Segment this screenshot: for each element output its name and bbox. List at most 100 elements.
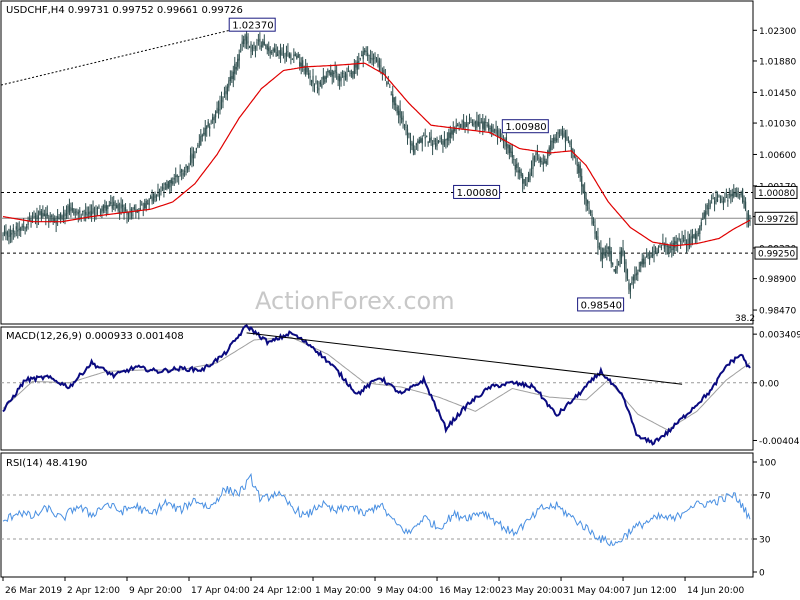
candle-body [117, 203, 119, 211]
candle-body [582, 185, 584, 193]
candle-body [728, 193, 730, 195]
candle-body [613, 269, 615, 272]
candle-body [553, 137, 555, 143]
candle-body [338, 76, 341, 82]
candle-body [619, 251, 621, 264]
candle-body [604, 252, 606, 257]
candle-body [399, 108, 401, 118]
price-level-tag-box [754, 185, 798, 199]
candle-body [603, 248, 605, 255]
candle-body [303, 69, 305, 71]
candle-body [520, 172, 522, 177]
candle-body [380, 65, 382, 67]
candle-body [587, 199, 589, 204]
candle-body [110, 202, 112, 205]
candle-body [132, 214, 134, 216]
candle-body [307, 72, 310, 76]
candle-body [392, 94, 394, 103]
candle-body [510, 147, 512, 154]
candle-body [508, 144, 510, 154]
candle-body [369, 58, 372, 59]
candle-body [378, 60, 381, 72]
candle-body [141, 204, 143, 206]
candle-body [412, 142, 415, 152]
candle-body [579, 165, 581, 177]
candle-body [24, 227, 26, 229]
candle-body [631, 281, 633, 284]
candle-body [294, 53, 296, 56]
candle-body [52, 217, 54, 223]
candle-body [271, 52, 273, 54]
candle-body [144, 203, 146, 209]
candle-body [620, 250, 623, 258]
candle-body [653, 250, 655, 255]
candle-body [708, 207, 710, 209]
candle-body [721, 199, 723, 201]
candle-body [709, 202, 711, 208]
candle-body [468, 118, 471, 121]
candle-body [666, 245, 668, 247]
candle-body [386, 81, 388, 85]
candle-body [364, 50, 366, 53]
candle-body [173, 178, 175, 180]
candle-body [522, 174, 524, 184]
candle-body [400, 117, 403, 120]
candle-body [90, 211, 93, 216]
candle-body [340, 77, 342, 81]
candle-body [715, 197, 717, 202]
y-tick-label: 100 [759, 459, 776, 469]
candle-body [232, 71, 234, 80]
candle-body [23, 226, 25, 228]
candle-body [699, 226, 701, 235]
candle-body [651, 254, 654, 257]
candle-body [675, 241, 677, 244]
candle-body [62, 212, 65, 217]
candle-body [287, 50, 289, 53]
candle-body [164, 183, 166, 185]
candle-body [133, 206, 135, 210]
candle-body [220, 100, 223, 102]
candle-body [437, 140, 440, 143]
candle-body [318, 87, 320, 91]
candle-body [730, 194, 732, 197]
candle-body [362, 51, 364, 60]
candle-body [315, 81, 317, 83]
candle-body [747, 214, 750, 222]
candle-body [464, 122, 466, 128]
candle-body [79, 210, 81, 213]
candle-body [170, 179, 172, 184]
candle-body [526, 183, 528, 185]
candle-body [744, 201, 747, 211]
candle-body [65, 213, 68, 217]
candle-body [507, 143, 509, 149]
candle-body [71, 208, 73, 211]
candle-body [367, 52, 369, 56]
candle-body [746, 212, 748, 220]
candle-body [278, 50, 280, 54]
candle-body [347, 70, 350, 72]
candle-body [203, 132, 205, 135]
candle-body [325, 75, 327, 80]
candle-body [337, 75, 339, 81]
candle-body [646, 255, 648, 258]
candle-body [678, 238, 680, 241]
candle-body [539, 158, 541, 163]
candle-body [677, 244, 679, 246]
candle-body [511, 151, 513, 158]
x-tick-label: 31 May 04:00 [563, 586, 625, 596]
candle-body [214, 111, 217, 118]
candle-body [685, 242, 688, 245]
corner-text: 38.2 [735, 314, 755, 324]
candle-body [216, 107, 218, 114]
candle-body [485, 122, 487, 123]
price-annotation-box [577, 297, 625, 312]
x-tick-label: 24 Apr 12:00 [253, 586, 312, 596]
candle-body [693, 234, 695, 239]
candle-body [519, 169, 521, 173]
candle-body [356, 61, 358, 70]
candle-body [74, 211, 76, 213]
candle-body [480, 121, 482, 123]
candle-body [439, 141, 441, 142]
candle-body [57, 216, 59, 219]
candle-body [523, 179, 525, 184]
